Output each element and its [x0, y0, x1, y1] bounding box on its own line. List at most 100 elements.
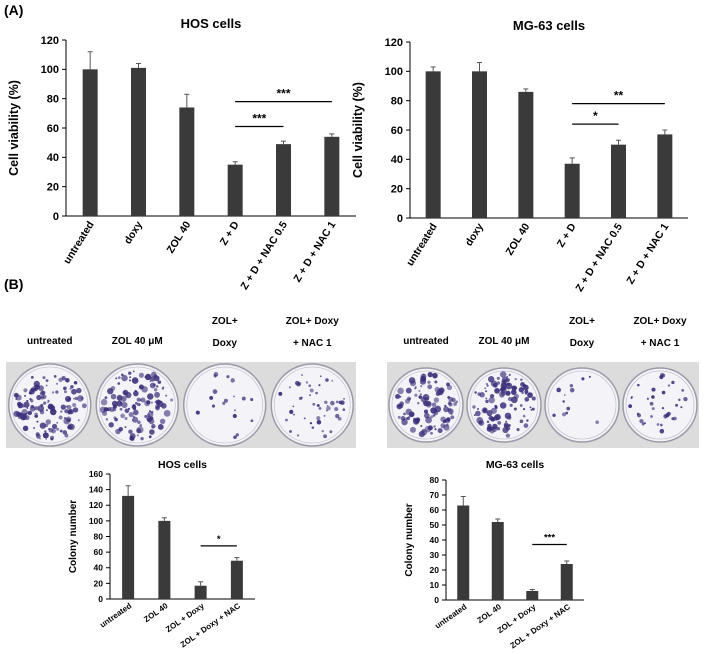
colony	[298, 396, 303, 401]
colony	[107, 406, 112, 412]
colony	[494, 413, 501, 421]
colony	[122, 389, 129, 396]
colony	[486, 420, 490, 424]
colony	[414, 393, 418, 397]
y-tick-label: 140	[89, 485, 103, 495]
y-tick-label: 50	[430, 520, 440, 530]
colony	[514, 377, 517, 381]
colony	[513, 407, 517, 411]
petri-dish	[622, 367, 698, 443]
colony	[434, 428, 437, 431]
colony	[481, 407, 488, 414]
colony	[72, 403, 77, 408]
bar	[518, 91, 534, 218]
x-tick-label: ZOL 40	[476, 602, 504, 625]
colony	[55, 390, 59, 394]
colony	[129, 433, 136, 439]
colony	[305, 381, 309, 384]
colony	[499, 371, 507, 378]
colony	[77, 419, 80, 422]
colony	[39, 422, 46, 429]
colony	[285, 418, 288, 422]
colony	[430, 415, 434, 419]
colony	[323, 414, 326, 417]
colony	[278, 391, 283, 396]
colony	[475, 410, 481, 417]
colony	[661, 406, 665, 410]
colony	[566, 406, 571, 411]
colony	[51, 391, 55, 394]
colony	[420, 385, 423, 388]
colony	[132, 404, 136, 407]
colony	[494, 404, 498, 408]
x-tick-label: untreated	[98, 601, 133, 629]
colony	[120, 413, 125, 419]
colony	[42, 432, 49, 439]
colony	[160, 401, 162, 404]
colony	[146, 413, 151, 417]
y-tick-label: 80	[47, 94, 59, 106]
dish-label: Doxy	[213, 338, 238, 349]
colony	[65, 377, 70, 383]
colony	[319, 375, 322, 378]
colony	[396, 403, 403, 410]
colony	[157, 424, 164, 430]
x-tick-label: Z + D + NAC 1	[291, 219, 338, 284]
y-tick-label: 20	[94, 578, 104, 588]
colony	[222, 401, 226, 405]
colony	[29, 406, 36, 412]
colony	[434, 380, 438, 384]
colony	[433, 410, 438, 416]
colony	[595, 420, 599, 424]
y-tick-label: 40	[47, 152, 59, 164]
colony	[530, 409, 533, 411]
colony	[301, 374, 304, 377]
colony	[315, 391, 318, 395]
colony	[399, 395, 402, 398]
bar	[324, 136, 340, 216]
colony	[39, 437, 41, 440]
colony	[446, 384, 453, 391]
colony	[20, 414, 27, 421]
colony	[149, 429, 155, 435]
y-tick-label: 40	[391, 154, 403, 166]
colony	[510, 389, 517, 395]
colony	[417, 402, 420, 405]
bar	[276, 144, 291, 216]
colony	[127, 407, 131, 410]
colony	[411, 413, 414, 417]
colony	[230, 378, 235, 383]
colony	[212, 389, 218, 394]
y-tick-label: 100	[89, 516, 103, 526]
colony	[211, 404, 216, 408]
colony	[105, 418, 109, 421]
colony	[671, 417, 675, 421]
colony	[137, 420, 141, 425]
colony	[450, 415, 455, 420]
x-tick-label: ZOL 40	[503, 221, 532, 258]
y-tick-label: 80	[430, 475, 440, 485]
dish-label: ZOL 40 μM	[479, 336, 530, 347]
colony	[500, 386, 505, 391]
colony	[51, 428, 56, 434]
colony	[659, 428, 665, 434]
colony	[153, 387, 158, 392]
colony	[39, 410, 45, 415]
dish-label: + NAC 1	[641, 338, 680, 349]
x-tick-label: ZOL 40	[164, 219, 193, 256]
colony	[440, 423, 446, 429]
colony	[423, 409, 429, 414]
colony	[309, 388, 314, 393]
colony	[223, 398, 228, 403]
petri-dish	[183, 363, 267, 447]
bar	[657, 134, 673, 218]
colony	[651, 407, 655, 411]
colony	[409, 380, 417, 387]
x-tick-label: untreated	[404, 221, 440, 268]
colony	[133, 390, 139, 397]
colony	[650, 415, 653, 418]
colony	[427, 380, 431, 384]
colony	[637, 413, 642, 418]
y-tick-label: 0	[98, 594, 103, 604]
